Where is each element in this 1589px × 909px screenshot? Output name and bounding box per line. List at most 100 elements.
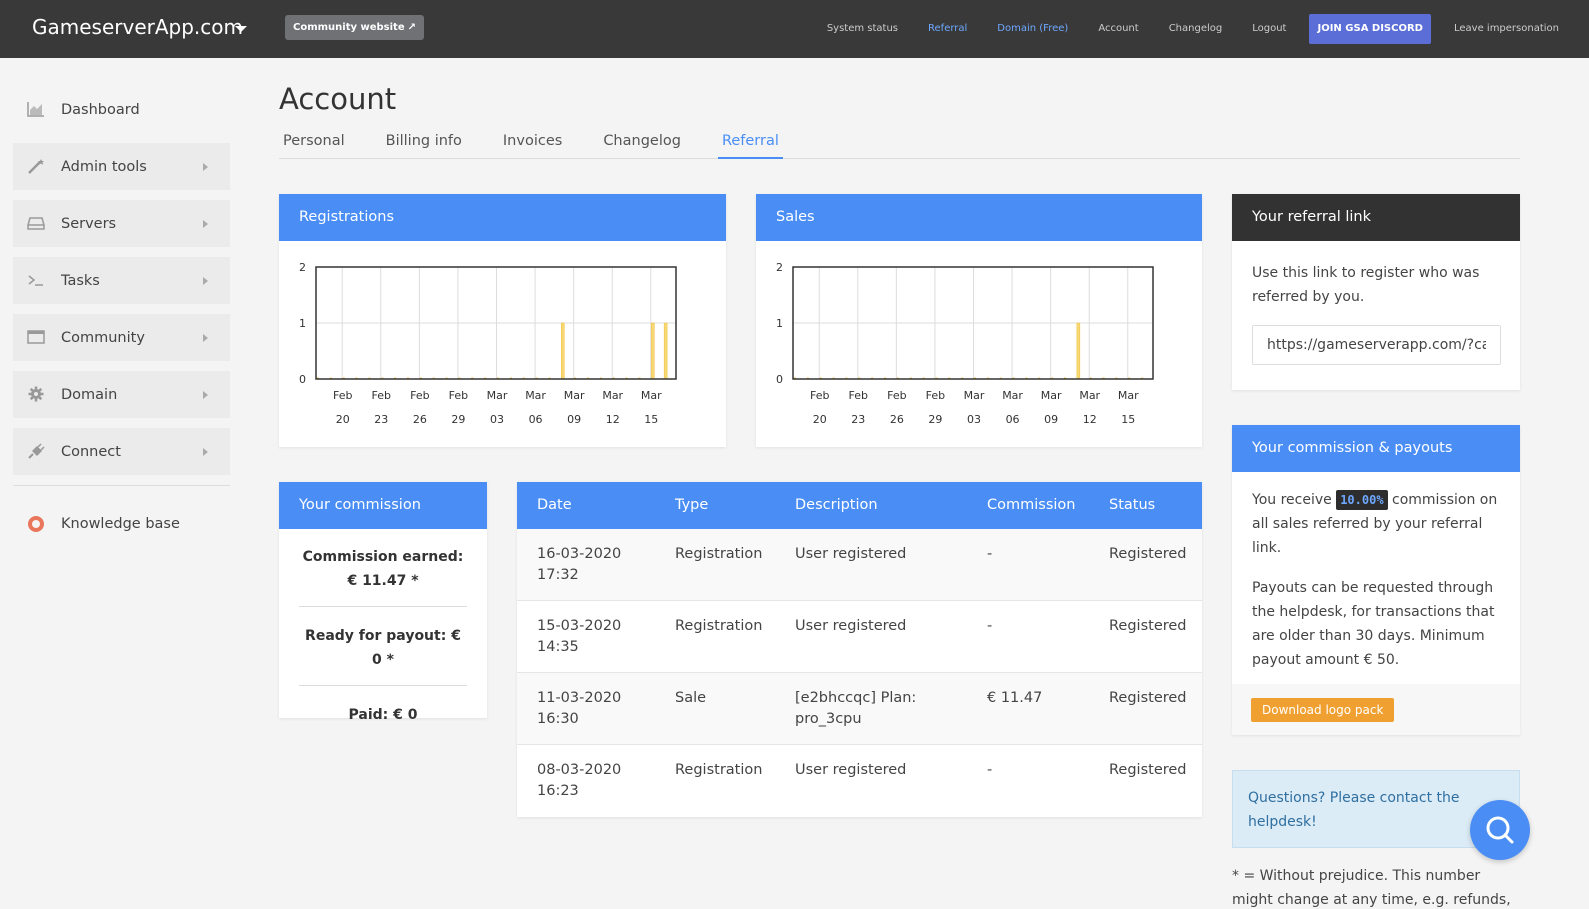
- table-row: 16-03-2020 17:32 Registration User regis…: [517, 529, 1202, 601]
- x-tick-label: 09: [567, 413, 581, 426]
- sidebar-item-connect[interactable]: Connect: [13, 428, 230, 475]
- community-website-button[interactable]: Community website ↗: [285, 15, 425, 40]
- sidebar-item-knowledge-base[interactable]: Knowledge base: [13, 500, 230, 547]
- tab-changelog[interactable]: Changelog: [603, 133, 681, 149]
- header-status: Status: [1109, 497, 1156, 513]
- tab-invoices[interactable]: Invoices: [502, 133, 563, 149]
- window-icon: [27, 329, 45, 345]
- tab-personal[interactable]: Personal: [283, 133, 345, 149]
- help-search-button[interactable]: [1470, 800, 1530, 860]
- join-discord-button[interactable]: JOIN GSA DISCORD: [1309, 14, 1431, 44]
- download-logo-pack-button[interactable]: Download logo pack: [1251, 698, 1395, 722]
- payouts-rate-text: You receive 10.00% commission on all sal…: [1252, 488, 1500, 560]
- sidebar-item-community[interactable]: Community: [13, 314, 230, 361]
- tab-billing-info[interactable]: Billing info: [385, 133, 462, 149]
- nav-account[interactable]: Account: [1098, 23, 1139, 34]
- header-type: Type: [675, 497, 709, 513]
- bar: [663, 322, 668, 380]
- referral-link-title: Your referral link: [1232, 194, 1520, 241]
- bar: [1076, 322, 1081, 380]
- y-tick-label: 1: [299, 317, 306, 330]
- nav-domain[interactable]: Domain (Free): [997, 23, 1069, 34]
- x-tick-label: Mar: [641, 389, 662, 402]
- bar: [561, 322, 565, 380]
- sidebar-item-label: Knowledge base: [61, 515, 180, 532]
- y-tick-label: 0: [776, 373, 783, 386]
- cell-type: Registration: [675, 546, 763, 562]
- header-description: Description: [795, 497, 878, 513]
- payouts-footer: Download logo pack: [1232, 684, 1520, 735]
- x-tick-label: 03: [967, 413, 981, 426]
- cell-date: 08-03-2020 16:23: [537, 762, 622, 799]
- nav-logout[interactable]: Logout: [1252, 23, 1287, 34]
- x-tick-label: Feb: [849, 389, 868, 402]
- table-row: 15-03-2020 14:35 Registration User regis…: [517, 601, 1202, 673]
- referral-link-input[interactable]: [1252, 325, 1501, 365]
- chevron-right-icon: [203, 391, 208, 399]
- x-tick-label: 29: [451, 413, 465, 426]
- registrations-chart: 012Feb20Feb23Feb26Feb29Mar03Mar06Mar09Ma…: [299, 261, 677, 426]
- payouts-info-text: Payouts can be requested through the hel…: [1252, 580, 1495, 668]
- chevron-down-icon[interactable]: [235, 26, 247, 32]
- x-tick-label: Feb: [410, 389, 429, 402]
- nav-leave-impersonation[interactable]: Leave impersonation: [1453, 23, 1559, 34]
- cell-status: Registered: [1109, 690, 1187, 706]
- sidebar-item-tasks[interactable]: Tasks: [13, 257, 230, 304]
- plot-frame: [315, 266, 677, 380]
- x-tick-label: Mar: [525, 389, 546, 402]
- top-nav: System status Referral Domain (Free) Acc…: [812, 14, 1559, 44]
- x-tick-label: Mar: [1079, 389, 1100, 402]
- chevron-right-icon: [203, 163, 208, 171]
- cell-status: Registered: [1109, 618, 1187, 634]
- sidebar-item-domain[interactable]: Domain: [13, 371, 230, 418]
- tab-referral[interactable]: Referral: [717, 130, 783, 159]
- lifebuoy-icon: [28, 516, 44, 532]
- cell-description: User registered: [795, 762, 907, 778]
- x-tick-label: 20: [336, 413, 350, 426]
- x-tick-label: 29: [928, 413, 942, 426]
- x-tick-label: Feb: [810, 389, 829, 402]
- commission-title: Your commission: [279, 482, 487, 529]
- cell-type: Registration: [675, 762, 763, 778]
- cell-commission: € 11.47: [987, 690, 1043, 706]
- brand-name[interactable]: GameserverApp.com: [32, 15, 243, 39]
- sidebar-item-label: Servers: [61, 215, 117, 232]
- x-tick-label: 15: [1121, 413, 1135, 426]
- commission-rate-badge: 10.00%: [1336, 490, 1388, 510]
- table-header: Date Type Description Commission Status: [517, 482, 1202, 529]
- sidebar-item-label: Dashboard: [61, 101, 140, 118]
- cell-status: Registered: [1109, 546, 1187, 562]
- x-tick-label: Mar: [602, 389, 623, 402]
- hard-drive-icon: [27, 215, 45, 231]
- bar: [651, 322, 655, 380]
- footnote: * = Without prejudice. This number might…: [1232, 868, 1511, 908]
- chevron-right-icon: [203, 334, 208, 342]
- page-title: Account: [279, 82, 397, 116]
- sidebar-item-servers[interactable]: Servers: [13, 200, 230, 247]
- nav-changelog[interactable]: Changelog: [1168, 23, 1223, 34]
- nav-referral[interactable]: Referral: [928, 23, 968, 34]
- x-tick-label: Mar: [1118, 389, 1139, 402]
- referral-link-card: Your referral link Use this link to regi…: [1232, 194, 1520, 390]
- y-tick-label: 2: [299, 261, 306, 274]
- cell-description: [e2bhccqc] Plan: pro_3cpu: [795, 690, 917, 727]
- table-row: 08-03-2020 16:23 Registration User regis…: [517, 745, 1202, 817]
- helpdesk-alert[interactable]: Questions? Please contact the helpdesk!: [1232, 770, 1520, 848]
- cell-date: 16-03-2020 17:32: [537, 546, 622, 583]
- x-tick-label: 15: [644, 413, 658, 426]
- y-tick-label: 2: [776, 261, 783, 274]
- sidebar-item-label: Admin tools: [61, 158, 147, 175]
- x-tick-label: 23: [851, 413, 865, 426]
- external-link-icon: ↗: [407, 22, 417, 33]
- sidebar-item-admin-tools[interactable]: Admin tools: [13, 143, 230, 190]
- referral-table: Date Type Description Commission Status …: [517, 482, 1202, 817]
- sidebar-item-dashboard[interactable]: Dashboard: [13, 86, 230, 133]
- nav-system-status[interactable]: System status: [826, 23, 899, 34]
- x-tick-label: 26: [413, 413, 427, 426]
- cell-commission: -: [987, 762, 993, 778]
- rate-text-pre: You receive: [1252, 492, 1332, 508]
- terminal-icon: [27, 272, 45, 288]
- top-navbar: GameserverApp.com Community website ↗ Sys…: [0, 0, 1589, 58]
- cell-type: Sale: [675, 690, 707, 706]
- plug-icon: [27, 443, 45, 459]
